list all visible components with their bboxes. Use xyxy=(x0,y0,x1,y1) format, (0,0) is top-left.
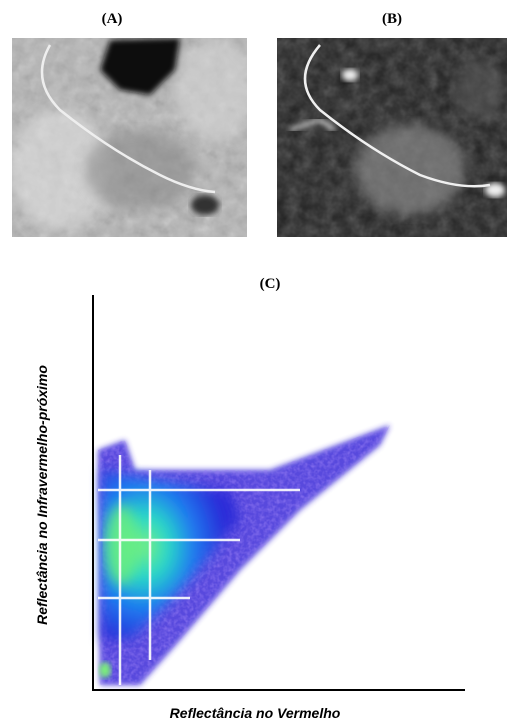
density-scatter xyxy=(98,425,390,685)
y-axis-label: Reflectância no Infravermelho-próximo xyxy=(34,365,50,625)
image-b xyxy=(277,38,507,237)
panel-label: (A) xyxy=(102,11,123,27)
image-a xyxy=(12,38,247,237)
panel-label: (C) xyxy=(260,276,281,292)
panel-label: (B) xyxy=(382,11,402,27)
axes xyxy=(92,295,465,691)
x-axis-label: Reflectância no Vermelho xyxy=(170,705,341,721)
